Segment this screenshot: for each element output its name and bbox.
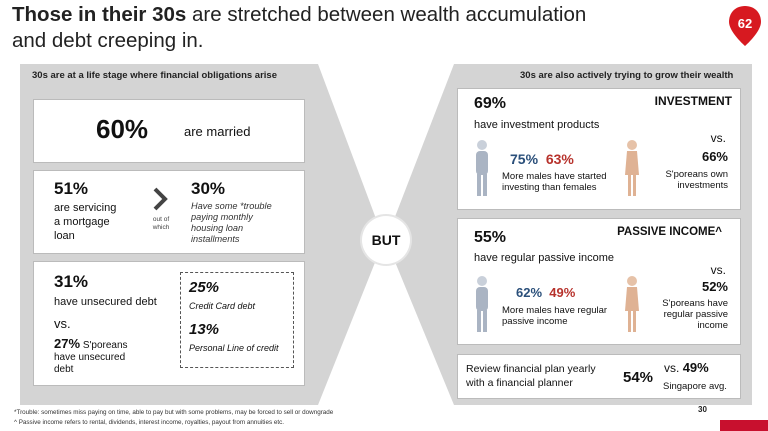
page-number: 30 xyxy=(698,405,707,414)
page-badge-icon: 62 xyxy=(729,6,761,46)
badge-number: 62 xyxy=(738,16,752,31)
trouble-value: 30% xyxy=(191,179,226,198)
personal-line-label: Personal Line of credit xyxy=(189,343,279,353)
credit-card-label: Credit Card debt xyxy=(189,301,256,311)
married-value: 60% xyxy=(96,114,149,144)
married-label: are married xyxy=(184,124,251,139)
passive-vs: vs. xyxy=(710,263,726,277)
passive-income-box: PASSIVE INCOME^ 55% have regular passive… xyxy=(457,218,741,345)
passive-sp-value: 52% xyxy=(701,279,728,294)
passive-value: 55% xyxy=(474,229,507,246)
investment-gender-desc: More males have started investing than fe… xyxy=(502,171,607,193)
passive-gender-values: 62% 49% xyxy=(516,285,576,300)
male-figure-icon xyxy=(476,140,488,196)
review-value: 54% xyxy=(623,369,654,386)
left-panel-header: 30s are at a life stage where financial … xyxy=(32,70,277,81)
male-figure-icon xyxy=(476,276,488,332)
chevron-right-icon xyxy=(153,187,168,211)
footer-red-bar xyxy=(720,420,768,431)
footnote-trouble: *Trouble: sometimes miss paying on time,… xyxy=(14,409,334,416)
personal-line-value: 13% xyxy=(189,321,220,338)
mortgage-label: are servicing a mortgage loan xyxy=(54,202,117,242)
debt-breakdown-box: 25% Credit Card debt 13% Personal Line o… xyxy=(180,272,294,368)
investment-vs: vs. xyxy=(710,131,726,145)
investment-value: 69% xyxy=(474,95,507,112)
passive-heading: PASSIVE INCOME^ xyxy=(617,226,722,238)
unsecured-debt-box: 31% have unsecured debt vs. 27% S'porean… xyxy=(33,261,305,386)
footnote-passive: ^ Passive income refers to rental, divid… xyxy=(14,419,284,426)
review-label: Review financial plan yearly with a finan… xyxy=(466,363,596,389)
investment-gender-values: 75% 63% xyxy=(510,151,574,167)
unsecured-label: have unsecured debt xyxy=(54,296,157,308)
right-panel-header: 30s are also actively trying to grow the… xyxy=(520,70,734,81)
mortgage-box: 51% are servicing a mortgage loan out of wh… xyxy=(33,170,305,254)
sporeans-unsecured: 27% S'poreans have unsecured debt xyxy=(54,336,128,375)
unsecured-value: 31% xyxy=(54,272,89,291)
review-box: Review financial plan yearly with a finan… xyxy=(457,354,741,399)
out-of-which-label: out of which xyxy=(152,216,170,231)
review-vs-line: vs. 49% xyxy=(664,360,709,375)
investment-box: INVESTMENT 69% have investment products … xyxy=(457,88,741,210)
but-circle: BUT xyxy=(362,216,410,264)
vs-label: vs. xyxy=(54,316,71,331)
mortgage-value: 51% xyxy=(54,179,89,198)
passive-gender-desc: More males have regular passive income xyxy=(502,305,608,327)
investment-sp-value: 66% xyxy=(701,149,728,164)
trouble-label: Have some *trouble paying monthly housing … xyxy=(191,201,272,244)
page-title: Those in their 30s are stretched between… xyxy=(12,3,587,52)
investment-sp-label: S'poreans own investments xyxy=(665,169,728,191)
credit-card-value: 25% xyxy=(189,279,220,296)
investment-heading: INVESTMENT xyxy=(654,94,732,108)
review-sg-label: Singapore avg. xyxy=(663,381,727,392)
female-figure-icon xyxy=(625,140,639,196)
passive-label: have regular passive income xyxy=(474,252,615,264)
female-figure-icon xyxy=(625,276,639,332)
investment-label: have investment products xyxy=(474,119,600,131)
passive-sp-label: S'poreans have regular passive income xyxy=(662,298,728,331)
married-box: 60% are married xyxy=(33,99,305,163)
